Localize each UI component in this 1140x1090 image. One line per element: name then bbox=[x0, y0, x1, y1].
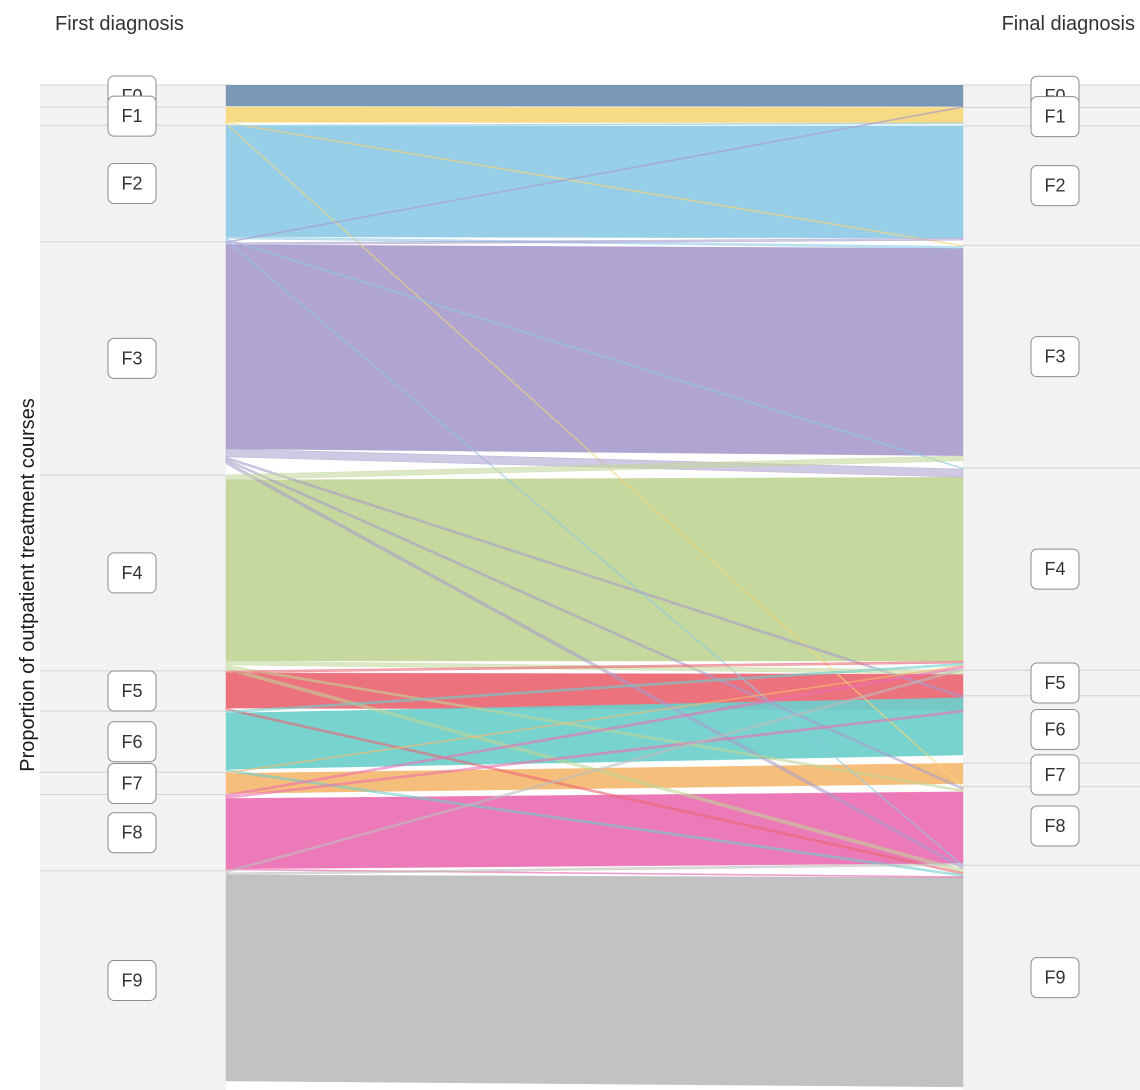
flow-F2-to-F1 bbox=[225, 122, 964, 127]
flow-F8-to-F5 bbox=[225, 709, 964, 799]
final-label-F7-box bbox=[1030, 754, 1080, 796]
first-label-F8-box bbox=[107, 812, 157, 854]
final-label-F1: F1 bbox=[1030, 96, 1080, 138]
final-label-F9-box bbox=[1030, 957, 1080, 999]
y-axis-label: Proportion of outpatient treatment cours… bbox=[17, 398, 39, 772]
first-label-F2: F2 bbox=[107, 162, 157, 204]
flow-F9-to-F4 bbox=[225, 667, 964, 874]
final-label-F3-text: F3 bbox=[1044, 347, 1065, 367]
final-label-F3-box bbox=[1030, 336, 1080, 378]
final-label-F5-text: F5 bbox=[1044, 673, 1065, 693]
final-label-F8-box bbox=[1030, 805, 1080, 847]
flow-F4-to-F4 bbox=[225, 476, 964, 662]
final-label-F2: F2 bbox=[1030, 165, 1080, 207]
final-label-F6: F6 bbox=[1030, 708, 1080, 750]
final-label-F4-text: F4 bbox=[1044, 559, 1065, 579]
first-label-F1-box bbox=[107, 95, 157, 137]
first-label-F2-text: F2 bbox=[121, 173, 142, 193]
first-label-F7: F7 bbox=[107, 762, 157, 804]
first-label-F7-text: F7 bbox=[121, 773, 142, 793]
final-label-F9: F9 bbox=[1030, 957, 1080, 999]
stratum-labels: F0F1F2F3F4F5F6F7F8F9F0F1F2F3F4F5F6F7F8F9 bbox=[107, 75, 1080, 1001]
flow-F9-to-F8 bbox=[225, 862, 964, 876]
first-label-F6-box bbox=[107, 721, 157, 763]
first-label-F6-text: F6 bbox=[121, 732, 142, 752]
final-label-F3: F3 bbox=[1030, 336, 1080, 378]
first-label-F3: F3 bbox=[107, 337, 157, 379]
first-label-F4-box bbox=[107, 552, 157, 594]
flow-F8-to-F8 bbox=[225, 791, 964, 870]
first-label-F1-text: F1 bbox=[121, 106, 142, 126]
final-label-F2-box bbox=[1030, 165, 1080, 207]
final-label-F6-box bbox=[1030, 708, 1080, 750]
first-label-F8-text: F8 bbox=[121, 823, 142, 843]
final-label-F4: F4 bbox=[1030, 548, 1080, 590]
final-label-F1-text: F1 bbox=[1044, 107, 1065, 127]
final-label-F8-text: F8 bbox=[1044, 816, 1065, 836]
first-label-F3-box bbox=[107, 337, 157, 379]
final-label-F2-text: F2 bbox=[1044, 176, 1065, 196]
flow-F3-to-F2 bbox=[225, 237, 964, 246]
flow-F3-to-F6 bbox=[225, 456, 964, 699]
first-label-F5-text: F5 bbox=[121, 681, 142, 701]
flow-F4-to-F3 bbox=[225, 455, 964, 481]
first-label-F5: F5 bbox=[107, 670, 157, 712]
final-label-F7-text: F7 bbox=[1044, 765, 1065, 785]
first-label-F4-text: F4 bbox=[121, 563, 142, 583]
flow-F0-to-F0 bbox=[225, 84, 964, 107]
final-label-F9-text: F9 bbox=[1044, 968, 1065, 988]
flow-F4-to-F8 bbox=[225, 664, 964, 793]
flow-F7-to-F7 bbox=[225, 762, 964, 794]
first-label-F7-box bbox=[107, 762, 157, 804]
final-label-F6-text: F6 bbox=[1044, 719, 1065, 739]
first-label-F8: F8 bbox=[107, 812, 157, 854]
flow-F9-to-F9 bbox=[225, 874, 964, 1088]
final-label-F1-box bbox=[1030, 96, 1080, 138]
first-label-F2-box bbox=[107, 162, 157, 204]
final-label-F7: F7 bbox=[1030, 754, 1080, 796]
first-label-F9: F9 bbox=[107, 959, 157, 1001]
flow-F1-to-F1 bbox=[225, 106, 964, 124]
final-label-F4-box bbox=[1030, 548, 1080, 590]
axis-title-first: First diagnosis bbox=[55, 13, 184, 35]
axis-title-final: Final diagnosis bbox=[1002, 13, 1135, 35]
first-label-F6: F6 bbox=[107, 721, 157, 763]
flow-F3-to-F0 bbox=[225, 106, 964, 244]
first-label-F3-text: F3 bbox=[121, 348, 142, 368]
flow-F3-to-F3 bbox=[225, 244, 964, 457]
first-label-F5-box bbox=[107, 670, 157, 712]
final-label-F8: F8 bbox=[1030, 805, 1080, 847]
first-label-F9-text: F9 bbox=[121, 970, 142, 990]
first-label-F9-box bbox=[107, 959, 157, 1001]
final-label-F5: F5 bbox=[1030, 662, 1080, 704]
final-label-F5-box bbox=[1030, 662, 1080, 704]
flows bbox=[225, 84, 964, 1088]
first-label-F4: F4 bbox=[107, 552, 157, 594]
first-label-F1: F1 bbox=[107, 95, 157, 137]
